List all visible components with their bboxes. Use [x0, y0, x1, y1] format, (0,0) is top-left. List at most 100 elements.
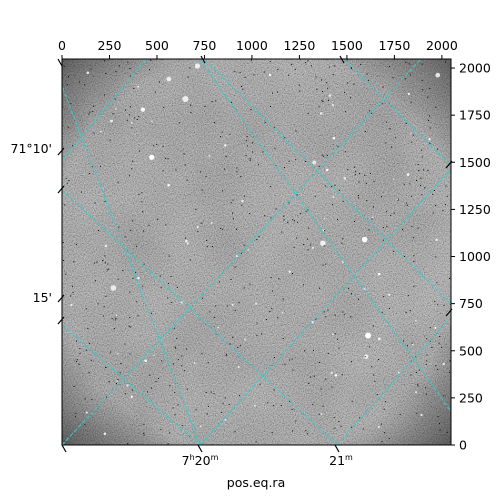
dark-pixel	[425, 393, 427, 395]
dark-pixel	[211, 101, 213, 103]
dark-pixel	[157, 377, 159, 379]
star	[319, 112, 323, 115]
dark-pixel	[143, 230, 145, 232]
star	[428, 138, 431, 141]
dark-pixel	[65, 177, 67, 179]
star	[334, 374, 338, 377]
dark-pixel	[320, 79, 322, 81]
star	[254, 302, 258, 305]
star	[442, 362, 445, 366]
dark-pixel	[435, 365, 437, 367]
right-axis-tick-label: 500	[459, 343, 483, 358]
dark-pixel	[162, 145, 164, 147]
dark-pixel	[75, 412, 77, 414]
dark-pixel	[212, 245, 214, 247]
ra-tick-label: 7h20m	[182, 453, 219, 468]
dark-pixel	[324, 185, 326, 187]
star	[86, 71, 90, 75]
dark-pixel	[278, 278, 280, 280]
dark-pixel	[205, 392, 207, 394]
dark-pixel	[214, 122, 216, 124]
dark-pixel	[435, 106, 437, 108]
dark-pixel	[85, 349, 87, 351]
dark-pixel	[122, 269, 124, 271]
dark-pixel	[165, 157, 167, 159]
dark-pixel	[129, 106, 131, 108]
dark-pixel	[420, 177, 422, 179]
dark-pixel	[229, 133, 231, 135]
dark-pixel	[129, 75, 131, 77]
star	[311, 321, 314, 324]
star	[193, 362, 196, 364]
dark-pixel	[88, 173, 90, 175]
dark-pixel	[226, 353, 228, 355]
dark-pixel	[186, 388, 188, 390]
dark-pixel	[76, 340, 78, 342]
star	[288, 270, 291, 274]
dark-pixel	[324, 230, 326, 232]
dark-pixel	[87, 328, 89, 330]
dark-pixel	[64, 204, 66, 206]
dark-pixel	[107, 263, 109, 265]
dark-pixel	[114, 319, 116, 321]
dark-pixel	[282, 298, 284, 300]
dark-pixel	[112, 113, 114, 115]
dark-pixel	[62, 242, 64, 244]
dark-pixel	[120, 362, 122, 364]
dark-pixel	[288, 202, 290, 204]
star	[420, 413, 423, 417]
dark-pixel	[327, 87, 329, 89]
sky-image	[62, 59, 451, 445]
dark-pixel	[66, 182, 68, 184]
dark-pixel	[225, 155, 227, 157]
star	[324, 217, 326, 220]
dark-pixel	[350, 293, 352, 295]
dark-pixel	[344, 91, 346, 93]
dark-pixel	[124, 236, 126, 238]
dark-pixel	[168, 283, 170, 285]
dark-pixel	[169, 385, 171, 387]
star	[110, 119, 113, 123]
dark-pixel	[296, 237, 298, 239]
dark-pixel	[320, 388, 322, 390]
dark-pixel	[439, 423, 441, 425]
dark-pixel	[168, 255, 170, 257]
dark-pixel	[307, 249, 309, 251]
dark-pixel	[173, 327, 175, 329]
dark-pixel	[67, 126, 69, 128]
dark-pixel	[242, 88, 244, 90]
dark-pixel	[129, 114, 131, 116]
dark-pixel	[156, 218, 158, 220]
dark-pixel	[220, 136, 222, 138]
dark-pixel	[395, 137, 397, 139]
dark-pixel	[67, 99, 69, 101]
dark-pixel	[305, 430, 307, 432]
dark-pixel	[142, 211, 144, 213]
dark-pixel	[404, 78, 406, 80]
dark-pixel	[322, 264, 324, 266]
dark-pixel	[105, 366, 107, 368]
dark-pixel	[277, 317, 279, 319]
star	[407, 92, 410, 95]
dark-pixel	[435, 205, 437, 207]
dark-pixel	[421, 149, 423, 151]
dark-pixel	[80, 191, 82, 193]
dark-pixel	[392, 77, 394, 79]
dark-pixel	[239, 71, 241, 73]
dark-pixel	[323, 155, 325, 157]
dark-pixel	[184, 164, 186, 166]
dark-pixel	[382, 239, 384, 241]
dark-pixel	[334, 184, 336, 186]
ra-grid-line	[204, 59, 451, 304]
dark-pixel	[79, 348, 81, 350]
ra-tick-label: 21m	[329, 453, 353, 468]
dark-pixel	[418, 169, 420, 171]
dark-pixel	[319, 413, 321, 415]
star	[377, 425, 380, 428]
dark-pixel	[234, 431, 236, 433]
dark-pixel	[155, 381, 157, 383]
dark-pixel	[258, 164, 260, 166]
dark-pixel	[340, 425, 342, 427]
dark-pixel	[436, 282, 438, 284]
dark-pixel	[115, 317, 117, 319]
